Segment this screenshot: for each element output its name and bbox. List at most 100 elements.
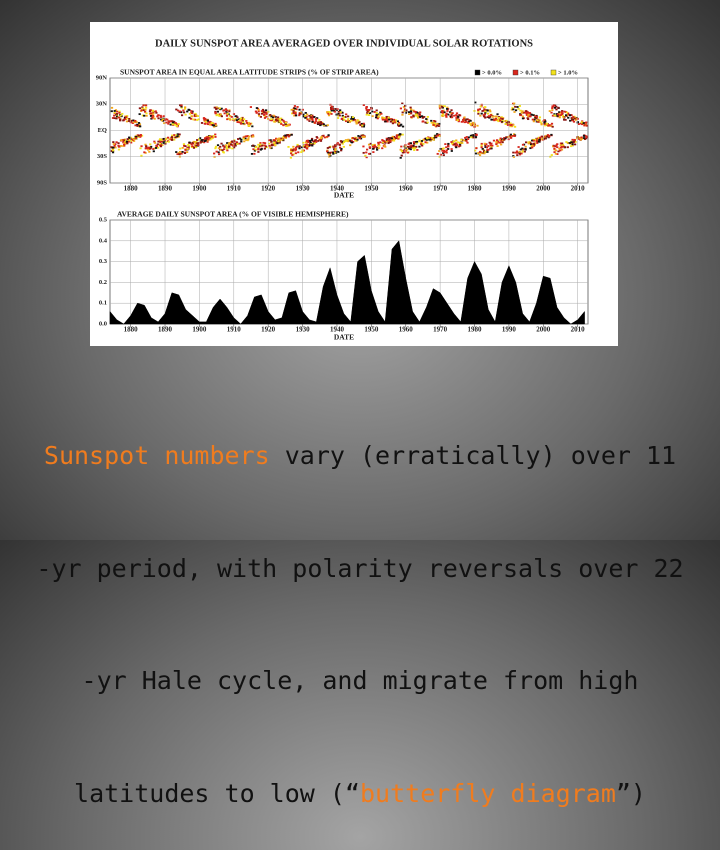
wing-texture xyxy=(163,139,166,142)
wing-texture xyxy=(509,122,512,125)
wing-texture xyxy=(357,119,360,122)
wing-texture xyxy=(199,137,202,139)
wing-texture xyxy=(244,137,247,140)
wing-texture xyxy=(538,116,542,119)
wing-texture xyxy=(168,138,171,141)
wing-texture xyxy=(265,115,268,118)
wing-texture xyxy=(561,142,564,145)
wing-texture xyxy=(160,116,163,118)
wing-texture xyxy=(289,156,293,159)
wing-texture xyxy=(326,151,330,154)
wing-texture xyxy=(147,148,150,151)
wing-texture xyxy=(340,118,343,120)
wing-texture xyxy=(320,135,323,138)
wing-texture xyxy=(136,125,139,127)
wing-texture xyxy=(290,148,293,150)
wing-texture xyxy=(218,115,221,117)
x-axis-label: DATE xyxy=(334,191,354,200)
wing-texture xyxy=(287,124,290,127)
wing-texture xyxy=(378,144,381,147)
wing-texture xyxy=(519,109,522,112)
wing-texture xyxy=(562,116,565,119)
wing-texture xyxy=(269,119,272,122)
wing-texture xyxy=(580,123,584,126)
wing-texture xyxy=(350,141,354,144)
wing-texture xyxy=(489,144,493,147)
wing-texture xyxy=(116,110,119,113)
wing-texture xyxy=(401,111,404,114)
wing-texture xyxy=(225,114,229,117)
wing-texture xyxy=(471,135,474,138)
wing-texture xyxy=(538,140,541,143)
wing-texture xyxy=(531,139,534,142)
wing-texture xyxy=(528,115,531,118)
wing-texture xyxy=(416,115,419,118)
wing-texture xyxy=(569,145,573,148)
wing-texture xyxy=(167,136,170,139)
wing-texture xyxy=(235,141,238,144)
wing-texture xyxy=(507,136,510,138)
wing-texture xyxy=(500,117,503,120)
text: -yr Hale cycle, and migrate from high xyxy=(81,666,639,695)
x-tick-label: 1900 xyxy=(192,185,207,193)
wing-texture xyxy=(480,103,483,106)
wing-texture xyxy=(375,116,378,119)
wing-texture xyxy=(393,121,396,124)
wing-texture xyxy=(298,112,301,115)
x-tick-label: 1980 xyxy=(468,326,483,334)
wing-texture xyxy=(524,145,527,148)
wing-texture xyxy=(383,118,386,120)
wing-texture xyxy=(487,145,490,147)
wing-texture xyxy=(537,140,540,143)
wing-texture xyxy=(192,118,195,121)
wing-texture xyxy=(502,117,505,119)
wing-texture xyxy=(430,137,433,140)
wing-texture xyxy=(263,117,267,119)
wing-texture xyxy=(530,113,533,116)
text: latitudes to low (“ xyxy=(74,778,360,808)
wing-texture xyxy=(309,142,312,145)
wing-texture xyxy=(426,115,429,118)
wing-texture xyxy=(431,121,435,124)
wing-texture xyxy=(479,114,482,117)
x-tick-label: 2010 xyxy=(571,326,586,334)
wing-texture xyxy=(291,154,294,156)
wing-texture xyxy=(582,135,586,137)
wing-texture xyxy=(280,123,283,125)
wing-texture xyxy=(391,135,394,138)
wing-texture xyxy=(481,110,484,112)
wing-texture xyxy=(240,119,243,122)
wing-texture xyxy=(261,144,264,147)
wing-texture xyxy=(318,122,321,125)
wing-texture xyxy=(329,106,333,109)
wing-texture xyxy=(463,139,466,142)
wing-texture xyxy=(567,113,570,116)
wing-texture xyxy=(227,145,231,148)
wing-texture xyxy=(113,144,116,147)
wing-texture xyxy=(243,140,246,143)
wing-texture xyxy=(480,142,483,145)
wing-texture xyxy=(380,112,383,115)
wing-texture xyxy=(518,105,522,107)
wing-texture xyxy=(392,135,395,138)
wing-texture xyxy=(212,135,215,137)
wing-texture xyxy=(489,110,492,113)
wing-texture xyxy=(241,121,245,124)
wing-texture xyxy=(278,118,281,120)
x-tick-label: 1970 xyxy=(433,185,448,193)
wing-texture xyxy=(439,148,442,150)
wing-texture xyxy=(572,140,575,143)
wing-texture xyxy=(241,120,245,122)
wing-texture xyxy=(441,105,444,108)
wing-texture xyxy=(553,151,556,154)
wing-texture xyxy=(195,144,198,147)
wing-texture xyxy=(408,113,411,116)
wing-texture xyxy=(247,123,250,126)
wing-texture xyxy=(413,146,416,148)
wing-texture xyxy=(418,113,421,115)
wing-texture xyxy=(309,118,312,120)
wing-texture xyxy=(409,146,412,149)
wing-texture xyxy=(393,138,396,140)
wing-texture xyxy=(232,142,236,145)
wing-texture xyxy=(579,137,582,139)
